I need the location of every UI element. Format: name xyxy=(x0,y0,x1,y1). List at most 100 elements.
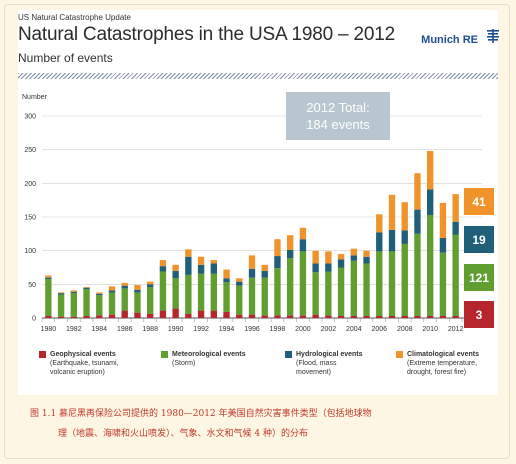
bar-segment xyxy=(376,315,383,318)
x-tick-label: 1990 xyxy=(168,326,184,333)
bar-segment xyxy=(57,293,65,295)
bar-segment xyxy=(210,273,217,311)
bar-segment xyxy=(274,315,281,318)
bar-segment xyxy=(312,250,319,264)
bar-segment xyxy=(452,221,459,235)
bar-segment xyxy=(70,316,77,318)
bar-segment xyxy=(172,278,179,309)
bar-segment xyxy=(287,315,294,318)
bar-segment xyxy=(96,292,103,294)
bar-segment xyxy=(363,256,370,264)
bar-segment xyxy=(261,277,268,316)
y-tick-label: 200 xyxy=(24,181,36,188)
total-box: 2012 Total: 184 events xyxy=(286,92,390,140)
bar-segment xyxy=(287,258,294,316)
bar-segment xyxy=(401,315,408,318)
bar-segment xyxy=(325,263,332,272)
bar-segment xyxy=(185,274,192,314)
bar-segment xyxy=(121,285,128,289)
total-value-box xyxy=(464,188,494,215)
bar-segment xyxy=(134,285,141,290)
legend-detail: drought, forest fire) xyxy=(407,369,467,376)
y-axis-label: Number xyxy=(22,94,48,101)
bar-segment xyxy=(274,268,281,316)
bar-segment xyxy=(223,282,230,312)
total-value-label: 121 xyxy=(469,271,489,285)
legend-name: Geophysical events xyxy=(50,351,116,358)
bar-segment xyxy=(147,313,154,318)
bar-segment xyxy=(452,234,459,316)
x-tick-label: 1982 xyxy=(66,326,82,333)
stacked-bar-chart: Number 0 50 100 150 200 250 300 1980 1982 1984 19… xyxy=(22,92,494,333)
bar-segment xyxy=(83,315,90,318)
bar-segment xyxy=(210,260,217,264)
bar-segment xyxy=(134,312,141,318)
bar-segment xyxy=(197,273,205,311)
total-box-line2: 184 events xyxy=(306,117,370,132)
legend-swatch xyxy=(161,351,168,358)
chart-supertitle: US Natural Catastrophe Update xyxy=(18,13,131,22)
bar-segment xyxy=(96,293,103,296)
legend-swatch xyxy=(39,351,46,358)
bar-segment xyxy=(223,269,230,279)
bar-segment xyxy=(388,315,396,318)
legend-detail: (Earthquake, tsunami, xyxy=(50,360,119,367)
bar-segment xyxy=(57,316,65,318)
bar-segment xyxy=(427,151,434,190)
bar-segment xyxy=(401,230,408,244)
bar-segment xyxy=(248,268,256,278)
bar-segment xyxy=(147,281,154,285)
bar-segment xyxy=(45,275,52,278)
bar-segment xyxy=(57,292,65,294)
total-value-box xyxy=(464,301,494,328)
bar-segment xyxy=(325,271,332,316)
bar-segment xyxy=(363,315,370,318)
x-tick-label: 1986 xyxy=(117,326,133,333)
x-tick-label: 2006 xyxy=(371,326,387,333)
x-tick-label: 1980 xyxy=(41,326,57,333)
bar-segment xyxy=(337,254,345,260)
bar-segment xyxy=(337,259,345,268)
bar-segment xyxy=(172,308,179,318)
y-tick-label: 300 xyxy=(24,114,36,121)
bar-segment xyxy=(185,256,192,275)
y-tick-label: 0 xyxy=(32,316,36,323)
bar-segment xyxy=(83,289,90,316)
legend-item-hydrological: Hydrological events (Flood, mass movemen… xyxy=(285,350,363,377)
y-tick-label: 250 xyxy=(24,147,36,154)
bar-segment xyxy=(134,289,141,293)
bar-segment xyxy=(388,194,396,230)
chart-subtitle: Number of events xyxy=(18,51,113,65)
legend-detail: movement) xyxy=(296,369,332,376)
x-tick-label: 2000 xyxy=(295,326,311,333)
bar-segment xyxy=(172,270,179,279)
bar-segment xyxy=(439,252,447,316)
bar-segment xyxy=(414,233,421,316)
bar-segment xyxy=(197,256,205,265)
total-value-label: 3 xyxy=(476,308,483,322)
bar-segment xyxy=(236,281,243,286)
bar-segment xyxy=(121,288,128,311)
bar-segment xyxy=(159,310,167,318)
y-tick-label: 150 xyxy=(24,215,36,222)
bar-segment xyxy=(401,202,408,231)
legend-detail: (Storm) xyxy=(172,360,196,367)
bar-segment xyxy=(134,292,141,313)
y-tick-label: 50 xyxy=(28,282,36,289)
legend-swatch xyxy=(285,351,292,358)
total-box-line1: 2012 Total: xyxy=(306,100,369,115)
bar-segment xyxy=(70,293,77,317)
bar-segment xyxy=(108,286,116,291)
x-tick-label: 1984 xyxy=(91,326,107,333)
chart-header: US Natural Catastrophe Update Natural Ca… xyxy=(18,10,499,80)
bar-segment xyxy=(121,282,128,286)
legend-detail: volcanic eruption) xyxy=(50,369,105,376)
bar-segment xyxy=(108,292,116,315)
bar-segment xyxy=(388,251,396,316)
munich-re-logo-icon xyxy=(487,29,499,43)
bar-segment xyxy=(299,315,307,318)
legend-item-climatological: Climatological events (Extreme temperatu… xyxy=(396,350,479,377)
legend-swatch xyxy=(396,351,403,358)
bar-segment xyxy=(159,266,167,272)
x-tick-label: 2002 xyxy=(321,326,337,333)
